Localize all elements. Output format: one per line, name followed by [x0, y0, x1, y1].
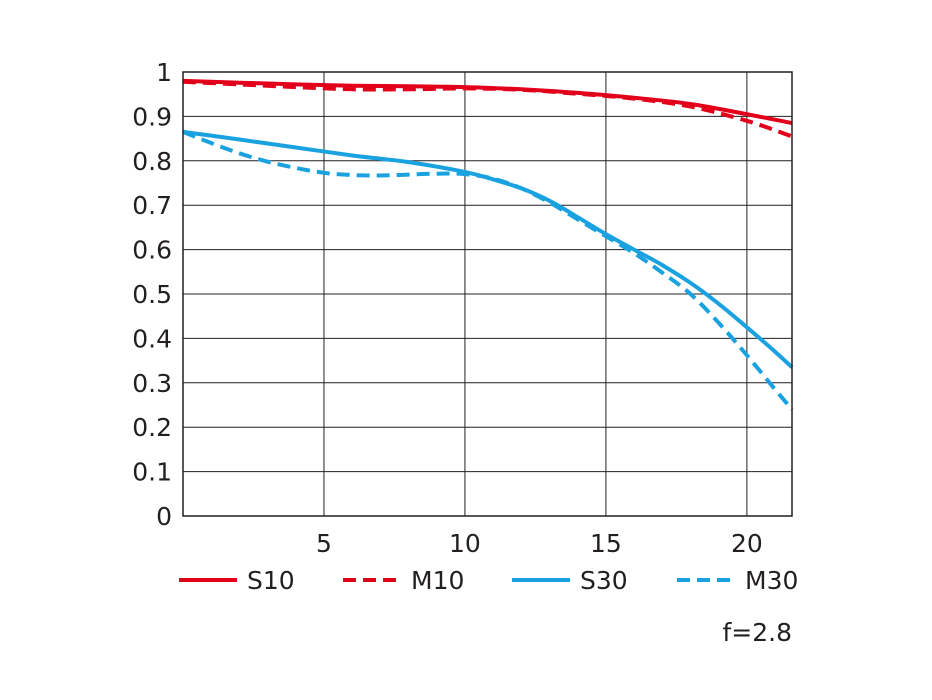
- series-line-s30: [182, 129, 794, 369]
- grid-lines: [183, 72, 792, 516]
- legend-label-m30: M30: [745, 566, 798, 595]
- x-tick-label: 15: [590, 529, 622, 558]
- series-lines: [182, 78, 794, 411]
- plot-frame: [182, 71, 793, 517]
- y-tick-label: 0.6: [132, 236, 172, 265]
- y-tick-label: 0.1: [132, 458, 172, 487]
- y-tick-label: 0.5: [132, 280, 172, 309]
- y-tick-label: 0.4: [132, 324, 172, 353]
- x-tick-label: 20: [731, 529, 763, 558]
- y-tick-labels: 0 0.1 0.2 0.3 0.4 0.5 0.6 0.7 0.8 0.9 1: [132, 58, 172, 531]
- aperture-annotation: f=2.8: [722, 618, 792, 647]
- x-tick-label: 5: [316, 529, 332, 558]
- y-tick-label: 1: [156, 58, 172, 87]
- legend-label-m10: M10: [411, 566, 464, 595]
- legend-label-s10: S10: [247, 566, 295, 595]
- legend: S10 M10 S30 M30: [179, 566, 798, 595]
- y-tick-label: 0.2: [132, 413, 172, 442]
- x-tick-label: 10: [449, 529, 481, 558]
- y-tick-label: 0.9: [132, 102, 172, 131]
- y-tick-label: 0.3: [132, 369, 172, 398]
- x-tick-labels: 5 10 15 20: [316, 529, 763, 558]
- y-tick-label: 0.8: [132, 147, 172, 176]
- series-line-m30: [182, 130, 794, 411]
- legend-label-s30: S30: [580, 566, 628, 595]
- y-tick-label: 0.7: [132, 191, 172, 220]
- y-tick-label: 0: [156, 502, 172, 531]
- series-line-m10: [182, 79, 793, 139]
